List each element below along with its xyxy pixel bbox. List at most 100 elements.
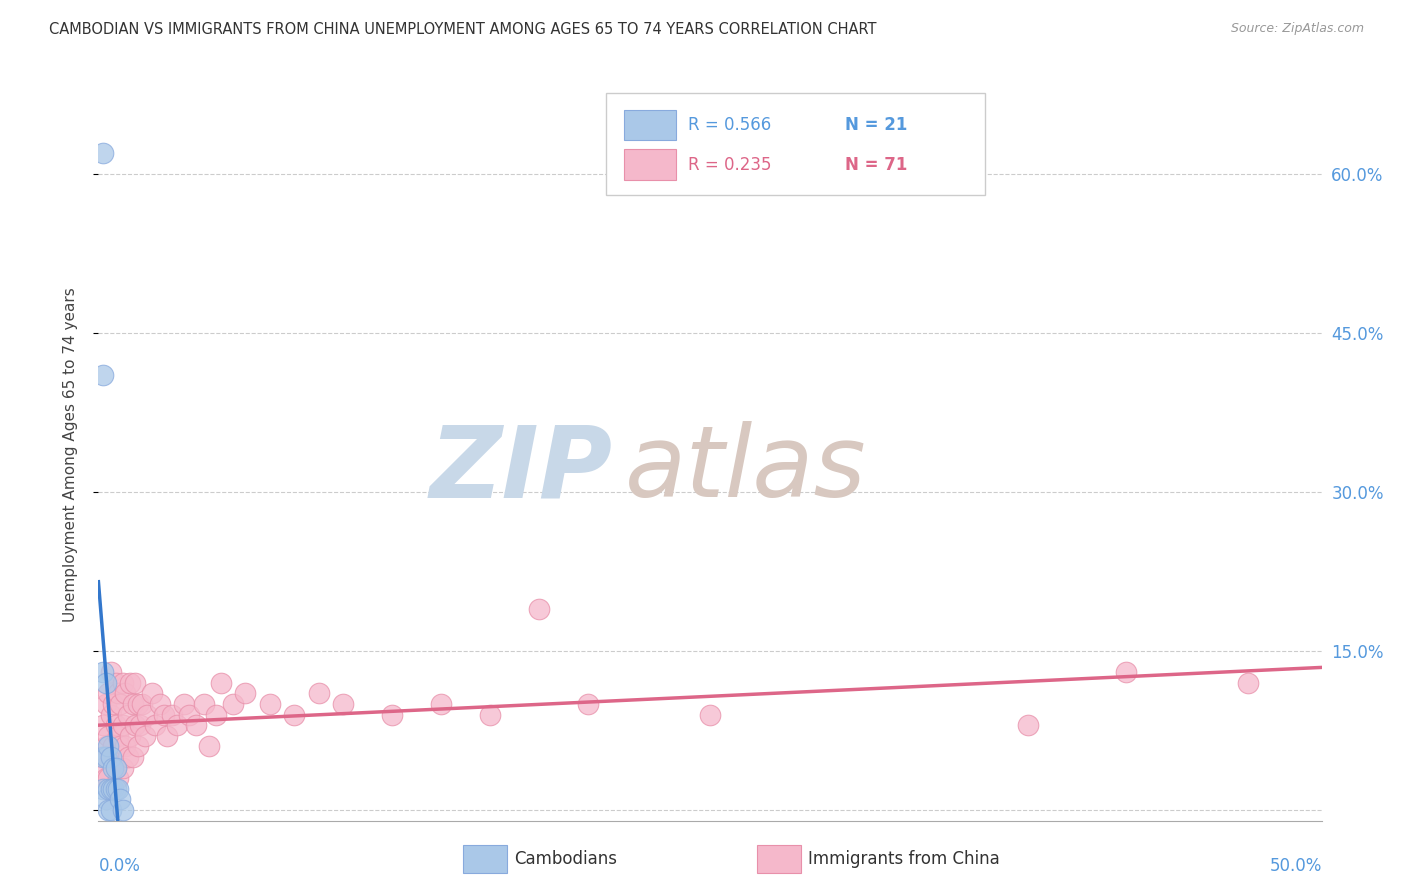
- Point: [90, 750, 112, 764]
- Point: [100, 781, 122, 796]
- Point: [177, 707, 200, 722]
- Point: [259, 697, 281, 711]
- Point: [94, 676, 117, 690]
- Point: [186, 718, 208, 732]
- Point: [97, 781, 120, 796]
- Point: [100, 781, 122, 796]
- Point: [104, 761, 127, 775]
- Point: [156, 729, 179, 743]
- Point: [127, 697, 149, 711]
- Point: [111, 718, 134, 732]
- Point: [107, 729, 129, 743]
- Point: [91, 750, 114, 764]
- Point: [100, 750, 122, 764]
- Point: [205, 707, 228, 722]
- Point: [100, 750, 122, 764]
- Point: [283, 707, 305, 722]
- Point: [111, 761, 134, 775]
- FancyBboxPatch shape: [463, 845, 508, 873]
- Point: [94, 739, 117, 754]
- Point: [127, 739, 149, 754]
- Point: [110, 697, 132, 711]
- Point: [104, 761, 127, 775]
- Point: [101, 761, 124, 775]
- Point: [173, 697, 195, 711]
- Point: [160, 707, 183, 722]
- Point: [121, 750, 143, 764]
- Point: [1115, 665, 1137, 680]
- Point: [91, 718, 114, 732]
- Point: [153, 707, 176, 722]
- Point: [101, 781, 124, 796]
- FancyBboxPatch shape: [624, 149, 676, 180]
- Point: [120, 676, 142, 690]
- Text: 50.0%: 50.0%: [1270, 857, 1322, 875]
- Point: [107, 781, 129, 796]
- Point: [91, 145, 114, 160]
- Point: [120, 729, 142, 743]
- Point: [101, 697, 124, 711]
- Point: [110, 739, 132, 754]
- FancyBboxPatch shape: [756, 845, 800, 873]
- Point: [94, 792, 117, 806]
- Point: [114, 686, 136, 700]
- Point: [131, 697, 153, 711]
- Text: ZIP: ZIP: [429, 421, 612, 518]
- Y-axis label: Unemployment Among Ages 65 to 74 years: Unemployment Among Ages 65 to 74 years: [63, 287, 77, 623]
- Point: [193, 697, 215, 711]
- Point: [121, 697, 143, 711]
- Text: 0.0%: 0.0%: [98, 857, 141, 875]
- Point: [117, 750, 139, 764]
- Point: [332, 697, 354, 711]
- Point: [111, 803, 134, 817]
- Text: atlas: atlas: [624, 421, 866, 518]
- Point: [134, 729, 156, 743]
- Point: [104, 781, 127, 796]
- Point: [117, 707, 139, 722]
- Point: [94, 771, 117, 785]
- Point: [699, 707, 721, 722]
- Point: [104, 718, 127, 732]
- Point: [141, 686, 163, 700]
- Text: N = 71: N = 71: [845, 155, 907, 174]
- Point: [100, 707, 122, 722]
- Point: [308, 686, 330, 700]
- Point: [94, 697, 117, 711]
- Text: R = 0.566: R = 0.566: [688, 116, 772, 134]
- Point: [100, 665, 122, 680]
- Point: [197, 739, 219, 754]
- Point: [430, 697, 453, 711]
- Point: [222, 697, 245, 711]
- Point: [1017, 718, 1039, 732]
- Point: [527, 601, 550, 615]
- Point: [209, 676, 232, 690]
- Point: [97, 739, 120, 754]
- Point: [91, 781, 114, 796]
- Point: [129, 718, 152, 732]
- Text: N = 21: N = 21: [845, 116, 907, 134]
- Text: Cambodians: Cambodians: [515, 850, 617, 869]
- Point: [111, 676, 134, 690]
- Text: CAMBODIAN VS IMMIGRANTS FROM CHINA UNEMPLOYMENT AMONG AGES 65 TO 74 YEARS CORREL: CAMBODIAN VS IMMIGRANTS FROM CHINA UNEMP…: [49, 22, 877, 37]
- FancyBboxPatch shape: [624, 110, 676, 140]
- Point: [100, 803, 122, 817]
- Point: [97, 803, 120, 817]
- Point: [478, 707, 501, 722]
- Text: Immigrants from China: Immigrants from China: [808, 850, 1000, 869]
- Point: [91, 368, 114, 383]
- Point: [107, 771, 129, 785]
- Point: [124, 718, 146, 732]
- Text: Source: ZipAtlas.com: Source: ZipAtlas.com: [1230, 22, 1364, 36]
- FancyBboxPatch shape: [606, 93, 986, 195]
- Point: [1237, 676, 1260, 690]
- Point: [101, 739, 124, 754]
- Point: [91, 665, 114, 680]
- Point: [233, 686, 256, 700]
- Point: [104, 676, 127, 690]
- Point: [94, 750, 117, 764]
- Point: [381, 707, 404, 722]
- Point: [107, 686, 129, 700]
- Text: R = 0.235: R = 0.235: [688, 155, 772, 174]
- Point: [110, 792, 132, 806]
- Point: [114, 739, 136, 754]
